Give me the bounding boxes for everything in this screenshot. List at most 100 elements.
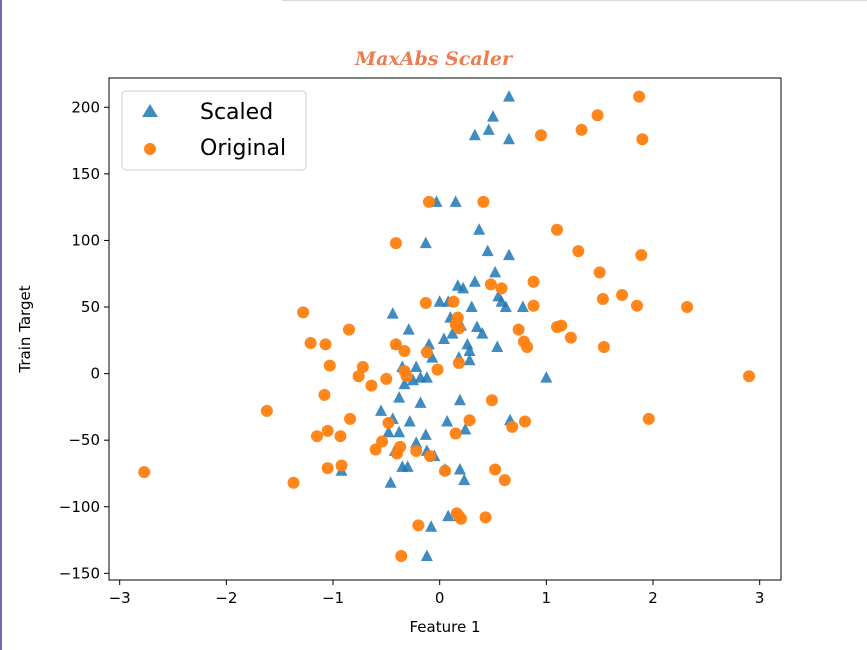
legend-label-original: Original — [200, 136, 286, 161]
scaled-point — [425, 520, 438, 532]
original-point — [389, 237, 402, 250]
original-point — [424, 450, 437, 463]
x-tick-label: 0 — [435, 589, 445, 607]
original-point — [535, 129, 547, 142]
scaled-point — [382, 425, 395, 438]
points-layer — [138, 90, 755, 563]
original-point — [398, 344, 411, 357]
original-point — [321, 424, 334, 437]
scaled-point — [453, 462, 466, 475]
legend-triangle-icon — [142, 104, 158, 117]
scaled-point — [402, 323, 415, 335]
original-point — [419, 297, 432, 310]
scaled-point — [442, 509, 455, 522]
scaled-point — [419, 236, 432, 249]
scaled-point — [401, 460, 414, 472]
original-point — [681, 301, 694, 314]
scaled-point — [414, 396, 427, 408]
original-point — [555, 319, 568, 332]
original-point — [389, 338, 402, 351]
scaled-point — [465, 300, 478, 313]
original-point — [260, 404, 273, 417]
scaled-point — [503, 132, 515, 145]
scaled-point — [471, 320, 483, 333]
scaled-point — [375, 404, 387, 416]
scaled-point — [433, 295, 446, 307]
scaled-point — [437, 332, 450, 344]
original-point — [593, 266, 606, 279]
scaled-point — [463, 344, 476, 356]
scaled-point — [393, 391, 406, 403]
window-top-border — [282, 0, 867, 1]
original-point — [391, 447, 403, 460]
scaled-point — [426, 351, 439, 363]
original-point — [138, 466, 151, 479]
original-point — [369, 443, 382, 456]
original-point — [439, 464, 451, 477]
scaled-point — [410, 360, 423, 372]
chart-title: MaxAbs Scaler — [355, 48, 512, 70]
y-axis-label: Train Target — [16, 285, 34, 373]
original-point — [449, 427, 462, 440]
x-tick-label: −2 — [215, 589, 237, 607]
legend: Scaled Original — [121, 90, 307, 171]
original-point — [495, 282, 508, 295]
scaled-point — [393, 425, 406, 438]
original-point — [485, 394, 498, 407]
original-point — [572, 245, 585, 258]
original-point — [380, 372, 393, 385]
original-point — [596, 293, 609, 306]
original-point — [479, 511, 492, 524]
original-point — [334, 430, 347, 443]
x-tick-label: 2 — [648, 589, 658, 607]
original-point — [636, 133, 649, 146]
original-point — [512, 323, 525, 336]
y-tick-label: −100 — [59, 498, 100, 516]
original-point — [319, 338, 332, 351]
axis-ticks: −3 −2 −1 0 1 2 3 −150 −100 −50 0 50 100 150 200 — [59, 98, 765, 607]
scaled-point — [446, 327, 459, 339]
original-point — [382, 416, 395, 429]
plot-frame — [108, 77, 782, 581]
original-point — [452, 356, 465, 369]
scaled-point — [481, 244, 494, 257]
y-tick-label: 200 — [71, 98, 100, 116]
scaled-point — [476, 327, 489, 339]
original-point — [343, 323, 355, 336]
original-point — [597, 340, 610, 353]
original-point — [631, 299, 643, 312]
scaled-point — [449, 195, 462, 207]
original-point — [616, 289, 629, 302]
original-point — [376, 435, 389, 448]
scaled-point — [489, 265, 502, 278]
original-point — [395, 550, 408, 563]
y-tick-label: −150 — [59, 564, 100, 582]
scaled-point — [459, 423, 472, 435]
scaled-point — [503, 248, 515, 261]
y-tick-label: 0 — [90, 365, 100, 383]
scaled-point — [482, 123, 495, 135]
original-point — [356, 360, 369, 373]
x-tick-label: 1 — [542, 589, 552, 607]
original-point — [304, 336, 317, 349]
scaled-point — [410, 436, 423, 448]
original-point — [311, 430, 323, 443]
original-point — [489, 463, 502, 476]
original-point — [420, 346, 433, 359]
original-point — [431, 363, 444, 376]
original-point — [352, 370, 365, 383]
scaled-point — [386, 307, 399, 319]
original-point — [551, 223, 563, 236]
original-point — [412, 519, 425, 532]
original-point — [297, 306, 310, 319]
scaled-point — [457, 281, 470, 294]
original-point — [484, 278, 497, 291]
scaled-point — [473, 223, 486, 235]
original-point — [452, 322, 465, 335]
original-point — [365, 379, 378, 392]
original-point — [477, 195, 490, 208]
original-point — [323, 359, 336, 372]
original-point — [564, 331, 577, 344]
legend-circle-icon — [144, 143, 156, 155]
scaled-point — [468, 128, 481, 141]
